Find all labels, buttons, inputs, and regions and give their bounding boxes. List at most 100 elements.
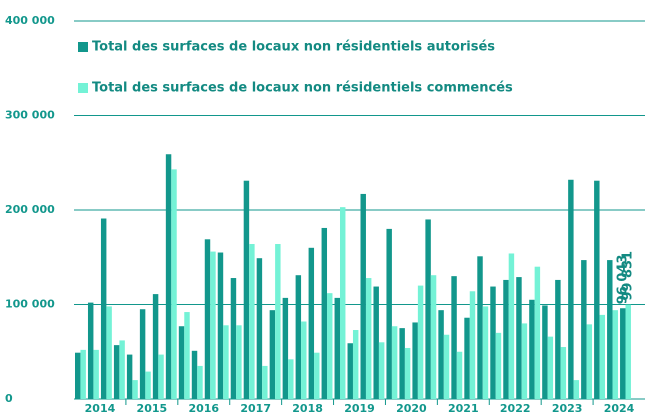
- bar: [223, 325, 229, 399]
- legend-label: Total des surfaces de locaux non résiden…: [92, 81, 513, 96]
- bar: [477, 256, 483, 399]
- legend-swatch: [78, 83, 88, 93]
- bar: [482, 306, 489, 399]
- bar: [451, 276, 457, 399]
- bar: [119, 340, 125, 399]
- bar: [529, 299, 535, 399]
- bar: [210, 251, 216, 399]
- bar: [347, 343, 353, 399]
- bar: [269, 310, 276, 399]
- bar: [100, 218, 107, 399]
- bar: [295, 275, 302, 399]
- bar: [249, 244, 255, 399]
- bar: [581, 260, 587, 399]
- bar: [508, 253, 515, 399]
- bar: [490, 286, 496, 399]
- bar: [568, 179, 574, 399]
- bar: [425, 219, 431, 399]
- bar: [165, 154, 172, 399]
- bar: [542, 305, 548, 399]
- x-tick-label: 2018: [292, 402, 323, 413]
- y-tick-label: 200 000: [5, 203, 55, 216]
- bar: [282, 297, 289, 399]
- x-tick-label: 2020: [396, 402, 427, 413]
- bar: [516, 277, 522, 399]
- bar: [607, 260, 613, 399]
- bar: [113, 345, 120, 399]
- bar: [184, 312, 190, 399]
- bar: [152, 294, 159, 399]
- bar: [620, 308, 626, 399]
- bar: [75, 352, 81, 399]
- bar: [314, 352, 320, 399]
- bar: [197, 365, 203, 399]
- bar: [158, 354, 164, 399]
- bar: [373, 286, 379, 399]
- bar: [236, 325, 242, 399]
- bar: [204, 239, 211, 399]
- bar: [327, 293, 333, 399]
- bar: [625, 304, 631, 399]
- x-tick-label: 2016: [188, 402, 219, 413]
- bar: [443, 334, 450, 399]
- bar: [560, 347, 567, 399]
- x-tick-label: 2017: [240, 402, 271, 413]
- bar: [412, 322, 418, 399]
- bar: [456, 351, 463, 399]
- bar: [178, 326, 185, 399]
- bar: [573, 380, 580, 399]
- y-tick-label: 0: [5, 392, 13, 405]
- bar: [308, 247, 315, 399]
- bar: [612, 310, 618, 399]
- x-tick-label: 2015: [137, 402, 168, 413]
- bar: [599, 314, 605, 399]
- bar: [288, 359, 294, 399]
- bar: [430, 275, 437, 399]
- bar: [126, 354, 133, 399]
- x-tick-label: 2014: [85, 402, 116, 413]
- bar: [275, 244, 281, 399]
- bar: [262, 365, 268, 399]
- y-tick-label: 300 000: [5, 109, 55, 122]
- bar: [171, 169, 177, 399]
- bar: [391, 326, 398, 399]
- bar: [191, 350, 198, 399]
- bar: [87, 302, 94, 399]
- bar: [243, 180, 250, 399]
- bar: [586, 324, 593, 399]
- bar: [495, 332, 502, 399]
- x-tick-label: 2024: [604, 402, 635, 413]
- bar: [145, 371, 151, 399]
- bar: [594, 180, 600, 399]
- bar: [352, 330, 359, 399]
- x-tick-label: 2021: [448, 402, 479, 413]
- bar: [399, 328, 405, 399]
- bar: [230, 278, 237, 399]
- y-tick-label: 100 000: [5, 298, 55, 311]
- bar: [378, 342, 385, 399]
- bar: [404, 347, 411, 399]
- x-tick-label: 2023: [552, 402, 583, 413]
- legend-label: Total des surfaces de locaux non résiden…: [92, 40, 495, 55]
- x-tick-label: 2022: [500, 402, 531, 413]
- bar: [469, 291, 476, 399]
- bar: [503, 279, 509, 399]
- bar: [417, 285, 424, 399]
- bar: [256, 258, 263, 399]
- bar: [321, 227, 328, 399]
- bar: [365, 278, 372, 399]
- bar: [386, 228, 392, 399]
- bar: [301, 321, 307, 399]
- bar: [80, 349, 86, 399]
- bar: [464, 317, 470, 399]
- value-label: 99 831: [621, 251, 636, 301]
- bar: [139, 309, 146, 399]
- bar: [555, 279, 561, 399]
- bar: [106, 306, 112, 399]
- x-tick-label: 2019: [344, 402, 375, 413]
- bar: [360, 193, 366, 399]
- bar: [93, 349, 99, 399]
- bar: [217, 252, 224, 399]
- y-tick-label: 400 000: [5, 14, 55, 27]
